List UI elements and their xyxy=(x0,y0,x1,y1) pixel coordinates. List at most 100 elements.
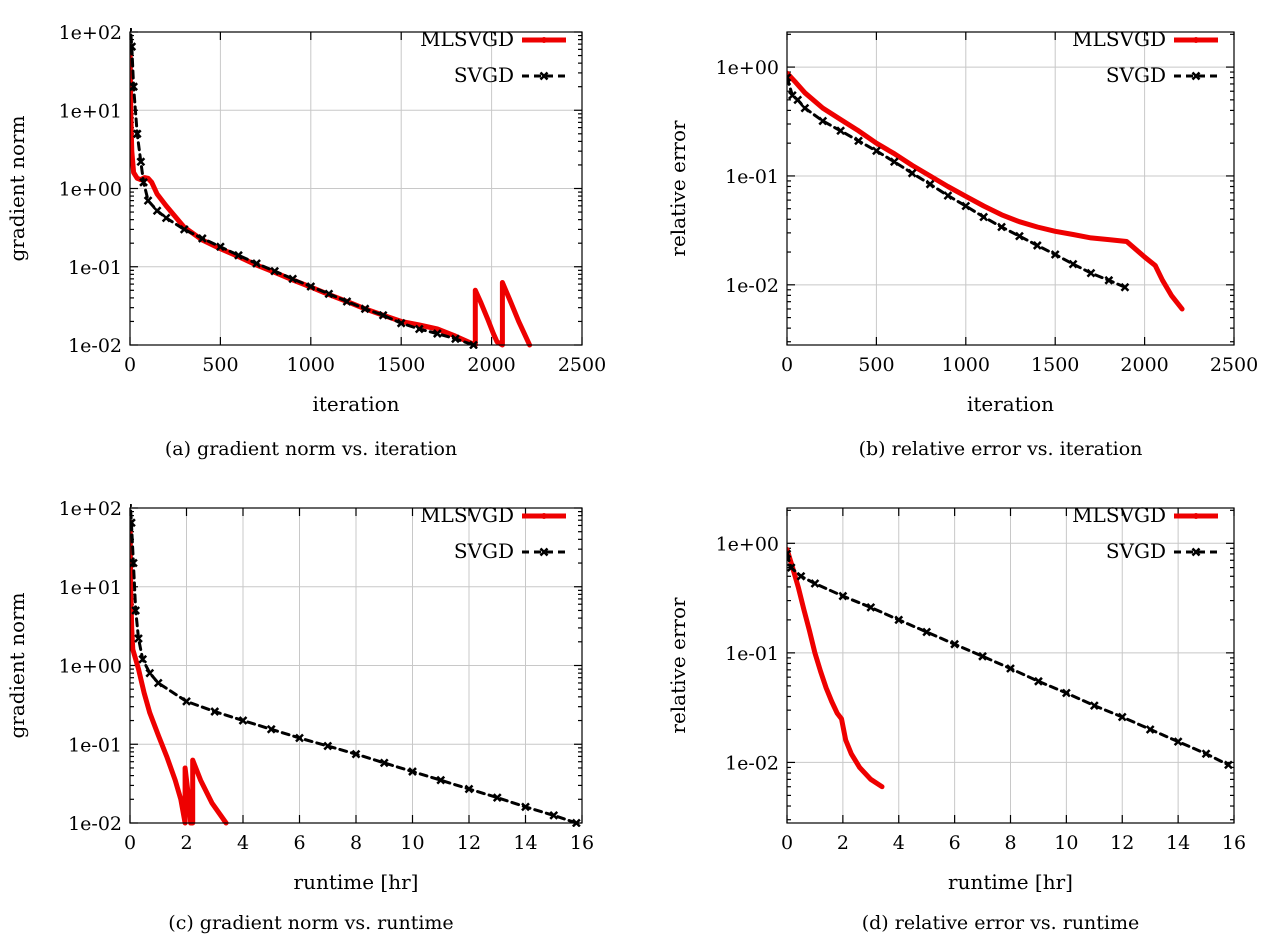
caption: (b) relative error vs. iteration xyxy=(859,438,1143,460)
x-tick-label: 16 xyxy=(570,832,594,854)
data-point-svgd xyxy=(872,146,881,156)
data-point-svgd xyxy=(979,212,989,222)
x-tick-label: 2 xyxy=(837,832,849,854)
x-tick-label: 0 xyxy=(781,354,793,376)
data-point-svgd xyxy=(288,274,298,284)
x-tick-label: 6 xyxy=(293,832,305,854)
data-point-svgd xyxy=(1032,241,1042,250)
caption: (d) relative error vs. runtime xyxy=(862,912,1140,934)
x-axis-label: runtime [hr] xyxy=(294,870,419,894)
legend-label: MLSVGD xyxy=(1072,27,1166,51)
data-point-svgd xyxy=(127,20,134,27)
data-point-svgd xyxy=(787,563,796,572)
x-tick-label: 10 xyxy=(400,832,424,854)
series-line xyxy=(130,44,533,348)
x-tick-label: 12 xyxy=(1110,832,1134,854)
data-point-svgd xyxy=(295,733,304,743)
y-axis-label: relative error xyxy=(666,597,690,734)
legend-marker xyxy=(1191,547,1201,557)
x-tick-label: 2500 xyxy=(1210,354,1258,376)
legend-marker xyxy=(541,37,547,43)
x-axis-label: runtime [hr] xyxy=(948,870,1073,894)
y-axis-label: gradient norm xyxy=(5,115,29,261)
data-point-svgd xyxy=(1117,712,1127,722)
legend-marker xyxy=(539,547,549,557)
data-point-svgd xyxy=(432,329,442,338)
data-point-svgd xyxy=(360,304,370,314)
data-point-svgd xyxy=(1061,688,1071,698)
y-tick-label: 1e+02 xyxy=(59,22,122,44)
x-tick-label: 0 xyxy=(781,832,793,854)
legend-label: MLSVGD xyxy=(420,27,514,51)
data-point-svgd xyxy=(907,168,917,178)
data-point-svgd xyxy=(134,634,143,643)
x-axis-label: iteration xyxy=(967,392,1054,416)
data-point-svgd xyxy=(1089,701,1099,711)
data-point-svgd xyxy=(1173,737,1183,746)
x-tick-label: 16 xyxy=(1222,832,1246,854)
data-point-svgd xyxy=(378,310,388,320)
data-point-svgd xyxy=(436,775,446,785)
data-point-svgd xyxy=(810,579,820,588)
y-tick-label: 1e-01 xyxy=(68,257,122,279)
legend-label: MLSVGD xyxy=(420,503,514,527)
x-tick-label: 500 xyxy=(858,354,894,376)
series-mlsvgd-b xyxy=(787,70,1185,312)
subplot-b: 0 500 1000 1500 2000 2500 1e-02 1e-01 1e+00 MLSVG… xyxy=(666,27,1258,460)
data-point-svgd xyxy=(210,707,220,716)
data-point-svgd xyxy=(131,606,141,615)
legend-marker xyxy=(1193,37,1199,43)
data-point-svgd xyxy=(787,73,792,83)
y-tick-label: 1e-02 xyxy=(725,752,779,774)
data-point-svgd xyxy=(1120,282,1130,292)
data-point-svgd xyxy=(379,758,389,768)
y-tick-label: 1e-02 xyxy=(68,813,122,835)
x-tick-label: 14 xyxy=(1166,832,1190,854)
grid-a xyxy=(130,32,582,345)
x-tick-label: 2 xyxy=(180,832,192,854)
data-point-svgd xyxy=(950,639,960,649)
x-tick-label: 2000 xyxy=(467,354,515,376)
subplot-c: 0 2 4 6 8 10 12 14 16 1e-02 1e-01 1e+00 1e+01 1e+02 ML… xyxy=(5,498,594,934)
data-point-svgd xyxy=(306,282,316,291)
x-tick-label: 6 xyxy=(949,832,961,854)
series-mlsvgd-d xyxy=(787,546,885,790)
legend-marker xyxy=(541,513,547,519)
data-point-svgd xyxy=(978,651,987,661)
plot-frame xyxy=(129,31,583,346)
subplot-a: 0 500 1000 1500 2000 2500 1e-02 1e-01 1e+00 1e+01… xyxy=(5,20,606,460)
data-point-svgd xyxy=(270,266,280,276)
legend-d: MLSVGD SVGD xyxy=(1072,503,1218,563)
y-tick-label: 1e-02 xyxy=(725,275,779,297)
legend-c: MLSVGD SVGD xyxy=(420,503,566,563)
data-point-svgd xyxy=(252,259,261,268)
y-tick-label: 1e+00 xyxy=(716,533,779,555)
x-tick-label: 0 xyxy=(124,832,136,854)
series-line xyxy=(787,70,1185,312)
data-point-svgd xyxy=(136,157,146,167)
data-point-svgd xyxy=(787,549,792,559)
plot-frame xyxy=(129,507,583,824)
y-tick-label: 1e+00 xyxy=(59,656,122,678)
data-point-svgd xyxy=(1145,725,1155,734)
data-point-svgd xyxy=(342,297,352,306)
x-tick-label: 4 xyxy=(893,832,905,854)
series-line xyxy=(130,520,229,826)
x-tick-label: 8 xyxy=(1004,832,1016,854)
caption: (c) gradient norm vs. runtime xyxy=(168,912,453,934)
legend-b: MLSVGD SVGD xyxy=(1072,27,1218,87)
grid-c xyxy=(130,508,582,823)
y-tick-label: 1e-01 xyxy=(68,734,122,756)
series-svgd-c xyxy=(130,504,581,827)
data-point-svgd xyxy=(153,678,163,688)
data-point-svgd xyxy=(138,654,148,664)
data-point-svgd xyxy=(818,116,828,126)
y-tick-label: 1e+01 xyxy=(59,577,122,599)
data-point-svgd xyxy=(866,603,876,612)
data-point-svgd xyxy=(894,615,904,625)
legend-label: SVGD xyxy=(454,63,514,87)
series-line xyxy=(787,552,1230,767)
data-point-svgd xyxy=(1201,749,1211,759)
series-line xyxy=(130,28,475,347)
data-point-svgd xyxy=(793,95,803,105)
